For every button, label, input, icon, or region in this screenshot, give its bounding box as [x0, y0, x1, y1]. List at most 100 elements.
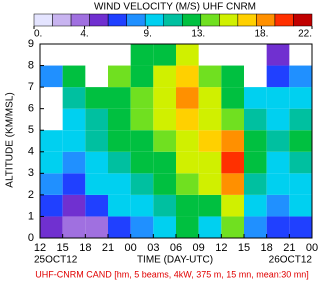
- heat-cell: [62, 65, 86, 88]
- heat-cell: [85, 173, 108, 195]
- heat-cell: [108, 173, 131, 195]
- y-tick-label: 9: [28, 38, 34, 50]
- footer: UHF-CNRM CAND [hm, 5 beams, 4kW, 375 m, …: [35, 269, 309, 279]
- heat-cell: [153, 173, 176, 195]
- heat-cell: [221, 108, 244, 131]
- heat-cell: [198, 151, 222, 174]
- heat-cell: [108, 108, 131, 131]
- heat-cell: [198, 130, 222, 152]
- heat-cell: [266, 151, 290, 174]
- heat-cell: [289, 173, 312, 195]
- heat-cell: [62, 216, 86, 238]
- heat-cell: [130, 151, 154, 174]
- heat-cell: [266, 44, 290, 66]
- heat-cell: [221, 65, 244, 88]
- heat-cell: [266, 108, 290, 131]
- heat-cell: [289, 151, 312, 174]
- heat-cell: [221, 130, 244, 152]
- heat-cell: [198, 194, 222, 217]
- heat-cell: [130, 87, 154, 109]
- heat-cell: [198, 108, 222, 131]
- y-tick-label: 7: [28, 81, 34, 93]
- heat-cell: [198, 87, 222, 109]
- heat-cell: [244, 130, 267, 152]
- heat-cell: [130, 216, 154, 238]
- heat-cell: [62, 151, 86, 174]
- heat-cell: [289, 87, 312, 109]
- heat-cell: [108, 65, 131, 88]
- heat-cell: [85, 151, 108, 174]
- heat-cell: [244, 87, 267, 109]
- heat-cell: [221, 173, 244, 195]
- heat-cell: [153, 216, 176, 238]
- heat-cell: [108, 151, 131, 174]
- heat-cell: [153, 108, 176, 131]
- colorbar-box: [237, 13, 257, 27]
- heat-cell: [198, 216, 222, 238]
- colorbar-box: [144, 13, 164, 27]
- y-tick-label: 5: [28, 124, 34, 136]
- heat-cell: [40, 130, 63, 152]
- heat-cell: [40, 173, 63, 195]
- colorbar-box: [89, 13, 109, 27]
- heat-cell: [62, 108, 86, 131]
- x-tick-label: 03: [147, 242, 159, 254]
- colorbar-box: [163, 13, 183, 27]
- heat-cell: [130, 108, 154, 131]
- y-tick-label: 3: [28, 167, 34, 179]
- colorbar-box: [256, 13, 276, 27]
- heat-cell: [266, 65, 290, 88]
- heat-cell: [176, 216, 199, 238]
- heat-cell: [62, 194, 86, 217]
- heat-cell: [62, 130, 86, 152]
- colorbar-tick-label: 9.: [144, 29, 152, 40]
- heat-cell: [289, 108, 312, 131]
- end-date: 26OCT12: [269, 255, 313, 266]
- heat-cell: [266, 130, 290, 152]
- heat-cell: [153, 130, 176, 152]
- heat-cell: [266, 173, 290, 195]
- heat-cell: [108, 130, 131, 152]
- chart-title: WIND VELOCITY (M/S) UHF CNRM: [94, 2, 256, 13]
- x-tick-label: 09: [193, 242, 205, 254]
- colorbar-tick-label: 18.: [255, 29, 269, 40]
- heat-cell: [62, 87, 86, 109]
- heat-cell: [289, 65, 312, 88]
- heat-cell: [176, 151, 199, 174]
- y-tick-label: 6: [28, 103, 34, 115]
- heat-cell: [130, 65, 154, 88]
- heat-cell: [153, 65, 176, 88]
- heat-cell: [244, 108, 267, 131]
- colorbar-box: [33, 13, 53, 27]
- heat-cell: [130, 173, 154, 195]
- y-tick-label: 0: [28, 232, 34, 244]
- heat-cell: [221, 151, 244, 174]
- heat-cell: [289, 216, 312, 238]
- colorbar-box: [70, 13, 90, 27]
- heat-cell: [176, 194, 199, 217]
- heat-cell: [198, 65, 222, 88]
- heat-cell: [176, 173, 199, 195]
- heat-cell: [85, 216, 108, 238]
- heat-cell: [198, 173, 222, 195]
- x-tick-label: 00: [306, 242, 318, 254]
- heat-cell: [108, 194, 131, 217]
- colorbar-box: [274, 13, 294, 27]
- heat-cell: [40, 151, 63, 174]
- x-tick-label: 15: [238, 242, 250, 254]
- y-tick-label: 4: [28, 146, 34, 158]
- heat-cell: [244, 216, 267, 238]
- x-tick-label: 06: [170, 242, 182, 254]
- colorbar-box: [200, 13, 220, 27]
- heat-cell: [176, 65, 199, 88]
- heat-cell: [40, 216, 63, 238]
- start-date: 25OCT12: [34, 255, 78, 266]
- colorbar-tick-label: 13.: [191, 29, 205, 40]
- colorbar-box: [293, 13, 313, 27]
- y-axis-title: ALTITUDE (KM/MSL): [5, 92, 16, 187]
- x-tick-label: 21: [283, 242, 295, 254]
- heat-cell: [176, 108, 199, 131]
- heat-cell: [108, 216, 131, 238]
- x-tick-label: 15: [57, 242, 69, 254]
